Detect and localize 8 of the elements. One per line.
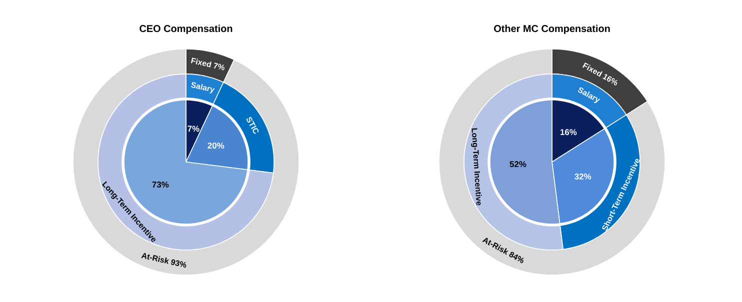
data-label: 52% [510,161,526,168]
data-label: 32% [574,174,592,180]
chart-title: CEO Compensation [140,24,232,34]
chart-title: Other MC Compensation [494,24,610,34]
data-label: 20% [208,142,224,149]
data-label: 16% [560,129,577,136]
data-label: 73% [152,182,169,188]
data-label: 7% [188,126,200,132]
